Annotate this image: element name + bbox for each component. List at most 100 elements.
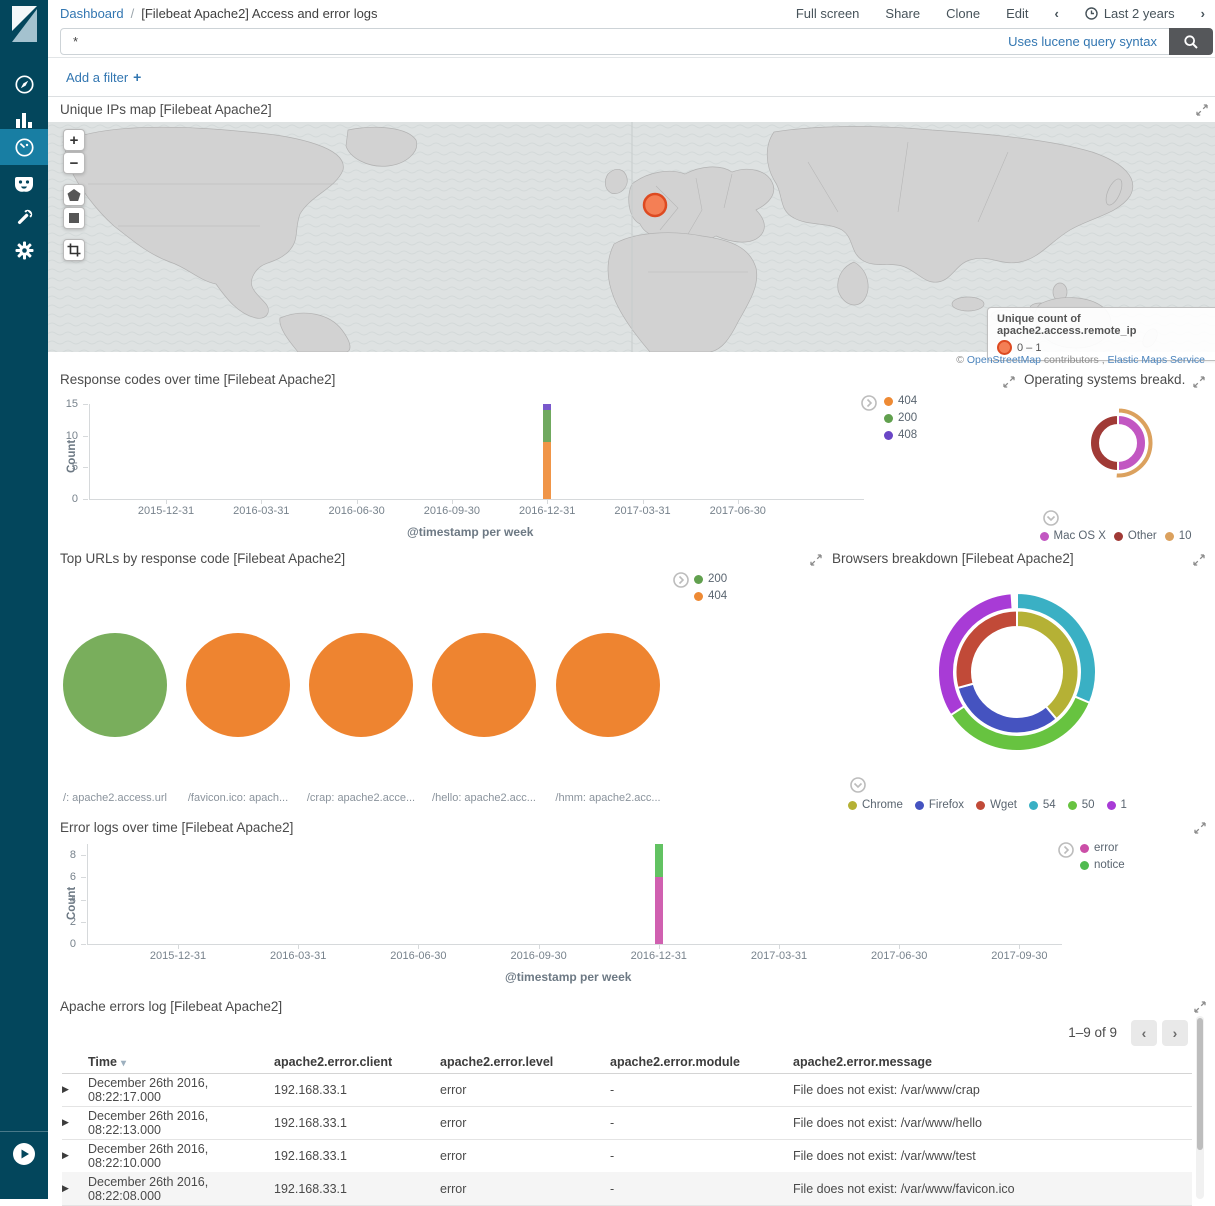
- legend-item-200[interactable]: 200: [884, 412, 917, 424]
- legend-item-mac-os-x[interactable]: Mac OS X: [1039, 530, 1106, 542]
- column-header-level[interactable]: apache2.error.level: [440, 1054, 554, 1069]
- pie-200-0[interactable]: [63, 633, 167, 737]
- top-urls-expand-icon[interactable]: [810, 554, 822, 566]
- column-header-client[interactable]: apache2.error.client: [274, 1054, 393, 1069]
- prev-page-button[interactable]: ‹: [1131, 1020, 1157, 1046]
- map-draw-polygon-button[interactable]: [63, 184, 85, 206]
- browsers-legend-collapse-icon[interactable]: [850, 777, 866, 793]
- full-screen-button[interactable]: Full screen: [795, 6, 860, 21]
- sidebar-item-timelion[interactable]: [0, 166, 48, 202]
- legend-item-50[interactable]: 50: [1067, 799, 1095, 811]
- error_logs-x-tick-label: 2016-03-31: [270, 950, 327, 962]
- crop-icon: [67, 243, 81, 257]
- time-picker-button[interactable]: Last 2 years: [1085, 6, 1175, 21]
- response_codes-bar-segment-404[interactable]: [543, 442, 552, 499]
- legend-item-firefox[interactable]: Firefox: [914, 799, 964, 811]
- time-next-button[interactable]: ›: [1200, 6, 1205, 21]
- os_breakdown-slice-10[interactable]: [1114, 406, 1155, 480]
- column-header-time[interactable]: Time ▾: [88, 1054, 126, 1069]
- breadcrumb-dashboard-link[interactable]: Dashboard: [60, 6, 124, 21]
- legend-item-404[interactable]: 404: [884, 395, 917, 407]
- browsers-slice-1[interactable]: [937, 592, 1014, 717]
- column-header-message[interactable]: apache2.error.message: [793, 1054, 932, 1069]
- map-ip-marker[interactable]: [642, 192, 668, 218]
- map-legend-range: 0 – 1: [1017, 341, 1042, 354]
- add-filter-button[interactable]: Add a filter +: [60, 68, 147, 86]
- legend-item-chrome[interactable]: Chrome: [848, 799, 903, 811]
- search-input[interactable]: [61, 34, 1009, 49]
- search-button[interactable]: [1169, 28, 1213, 55]
- legend-item-54[interactable]: 54: [1028, 799, 1056, 811]
- pie-404-2[interactable]: [309, 633, 413, 737]
- sidebar-item-discover[interactable]: [0, 66, 48, 102]
- legend-item-other[interactable]: Other: [1113, 530, 1157, 542]
- edit-button[interactable]: Edit: [1006, 6, 1029, 21]
- sidebar-item-dev-tools[interactable]: [0, 199, 48, 235]
- legend-dot: [1067, 800, 1077, 810]
- pie-404-4[interactable]: [556, 633, 660, 737]
- clone-button[interactable]: Clone: [946, 6, 981, 21]
- table-row[interactable]: ▶ December 26th 2016, 08:22:10.000 192.168…: [62, 1139, 1192, 1173]
- pie-404-1[interactable]: [186, 633, 290, 737]
- legend-item-wget[interactable]: Wget: [976, 799, 1017, 811]
- map-expand-icon[interactable]: [1196, 104, 1208, 116]
- sidebar-item-management[interactable]: [0, 232, 48, 268]
- share-button[interactable]: Share: [885, 6, 921, 21]
- legend-item-200[interactable]: 200: [694, 573, 727, 585]
- lucene-syntax-link[interactable]: Uses lucene query syntax: [1008, 34, 1157, 49]
- os-legend-collapse-icon[interactable]: [1043, 510, 1059, 526]
- table-expand-icon[interactable]: [1194, 1001, 1206, 1013]
- row-expand-caret[interactable]: ▶: [62, 1117, 69, 1127]
- response-codes-expand-icon[interactable]: [1003, 376, 1015, 388]
- table-row[interactable]: ▶ December 26th 2016, 08:22:13.000 192.168…: [62, 1106, 1192, 1140]
- row-expand-caret[interactable]: ▶: [62, 1183, 69, 1193]
- legend-label: Wget: [990, 799, 1017, 811]
- sidebar-collapse-button[interactable]: [0, 1138, 48, 1170]
- map-zoom-out-button[interactable]: −: [63, 152, 85, 174]
- top-urls-legend-toggle-icon[interactable]: [673, 572, 689, 588]
- legend-item-1[interactable]: 1: [1106, 799, 1127, 811]
- map-fit-bounds-button[interactable]: [63, 239, 85, 261]
- error-logs-expand-icon[interactable]: [1194, 822, 1206, 834]
- response_codes-bar-segment-200[interactable]: [543, 410, 552, 442]
- top-urls-panel-title: Top URLs by response code [Filebeat Apac…: [60, 551, 346, 566]
- elastic-maps-link[interactable]: Elastic Maps Service: [1107, 354, 1205, 366]
- response_codes-bar-segment-408[interactable]: [543, 404, 552, 411]
- cell-module: -: [610, 1181, 615, 1196]
- table-scrollbar-thumb[interactable]: [1197, 1018, 1203, 1150]
- table-row[interactable]: ▶ December 26th 2016, 08:22:17.000 192.168…: [62, 1073, 1192, 1107]
- error_logs-y-tick-label: 6: [69, 871, 76, 884]
- browsers-slice-wget[interactable]: [954, 609, 1018, 690]
- row-expand-caret[interactable]: ▶: [62, 1150, 69, 1160]
- time-prev-button[interactable]: ‹: [1054, 6, 1059, 21]
- pie-404-3[interactable]: [432, 633, 536, 737]
- sidebar-item-visualize[interactable]: [0, 102, 48, 138]
- error_logs-bar-segment-error[interactable]: [654, 877, 663, 944]
- legend-label: 404: [708, 590, 728, 602]
- column-header-module[interactable]: apache2.error.module: [610, 1054, 740, 1069]
- legend-item-notice[interactable]: notice: [1080, 859, 1125, 871]
- sidebar-item-dashboard[interactable]: [0, 129, 48, 165]
- error-logs-legend-toggle-icon[interactable]: [1058, 842, 1074, 858]
- map-draw-rectangle-button[interactable]: [63, 207, 85, 229]
- cell-message: File does not exist: /var/www/crap: [793, 1082, 980, 1097]
- legend-item-404[interactable]: 404: [694, 590, 727, 602]
- attrib-prefix: ©: [956, 354, 967, 366]
- legend-item-408[interactable]: 408: [884, 429, 917, 441]
- map-zoom-in-button[interactable]: +: [63, 129, 85, 151]
- row-expand-caret[interactable]: ▶: [62, 1084, 69, 1094]
- browsers-expand-icon[interactable]: [1193, 554, 1205, 566]
- map-attribution: © OpenStreetMap contributors , Elastic M…: [956, 354, 1205, 366]
- global-nav-sidebar: [0, 0, 48, 1199]
- next-page-button[interactable]: ›: [1162, 1020, 1188, 1046]
- kibana-logo[interactable]: [0, 0, 48, 48]
- legend-item-10[interactable]: 10: [1164, 530, 1191, 542]
- table-row[interactable]: ▶ December 26th 2016, 08:22:08.000 192.168…: [62, 1172, 1192, 1206]
- error_logs-bar-segment-notice[interactable]: [654, 843, 663, 878]
- openstreetmap-link[interactable]: OpenStreetMap: [966, 354, 1042, 366]
- os-expand-icon[interactable]: [1193, 376, 1205, 388]
- os_breakdown-slice-other[interactable]: [1089, 413, 1119, 473]
- legend-item-error[interactable]: error: [1080, 842, 1125, 854]
- world-map[interactable]: [48, 122, 1215, 352]
- response-codes-legend-toggle-icon[interactable]: [861, 395, 877, 411]
